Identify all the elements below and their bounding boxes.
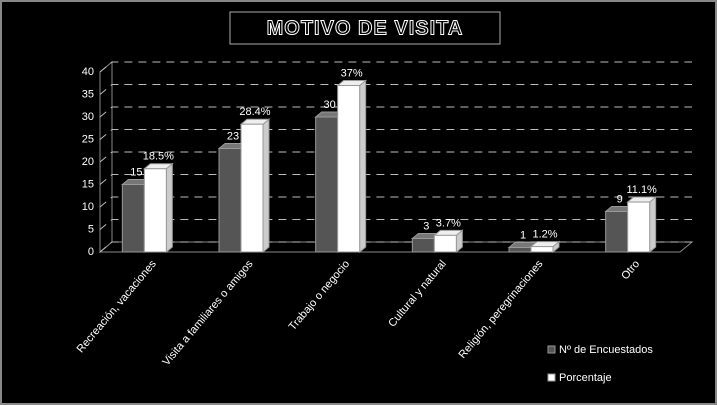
grid-line [99, 174, 692, 185]
grid-line [99, 129, 692, 140]
bar [143, 168, 167, 253]
data-label: 1.2% [532, 229, 557, 241]
data-label: 11.1% [626, 184, 657, 196]
grid-line [99, 106, 692, 118]
title-box [229, 11, 501, 45]
data-label: 18.5% [143, 151, 174, 163]
data-label: 37% [341, 67, 363, 79]
grid-line [99, 61, 692, 73]
chart-title: MOTIVO DE VISITA [267, 17, 464, 39]
bar [121, 184, 145, 253]
data-label: 28.4% [239, 106, 270, 118]
legend-swatch [547, 373, 556, 382]
y-tick-label: 20 [82, 156, 94, 168]
legend-swatch [547, 345, 556, 354]
y-tick-label: 35 [82, 88, 94, 100]
y-tick-label: 0 [88, 246, 94, 258]
bar [411, 238, 435, 253]
data-label: 30 [324, 99, 336, 111]
bar [218, 148, 242, 253]
bar [433, 234, 457, 253]
grid-line [99, 219, 692, 230]
bar-side [649, 195, 657, 254]
bar-side [359, 79, 367, 254]
y-tick-label: 10 [82, 201, 94, 213]
data-label: 23 [227, 130, 239, 142]
data-label: 3.7% [436, 217, 461, 229]
y-tick-label: 30 [82, 111, 94, 123]
legend-label: Nº de Encuestados [559, 344, 653, 356]
legend-label: Porcentaje [559, 372, 612, 384]
bar [530, 246, 554, 253]
grid-line [99, 84, 692, 95]
bar [605, 211, 629, 253]
grid-line [99, 151, 692, 163]
data-label: 9 [617, 193, 623, 205]
bar [240, 123, 264, 253]
grid-line [99, 241, 692, 253]
data-label: 3 [423, 220, 429, 232]
bar [627, 201, 651, 253]
y-tick-label: 40 [82, 66, 94, 78]
data-label: 15 [130, 166, 142, 178]
bar [337, 85, 361, 253]
y-tick-label: 25 [82, 133, 94, 145]
bar-side [165, 162, 173, 254]
grid-line [99, 196, 692, 208]
bar-side [262, 118, 270, 254]
bar [315, 116, 339, 253]
y-tick-label: 15 [82, 178, 94, 190]
data-label: 1 [520, 229, 526, 241]
bar [508, 247, 532, 253]
y-tick-label: 5 [88, 223, 94, 235]
